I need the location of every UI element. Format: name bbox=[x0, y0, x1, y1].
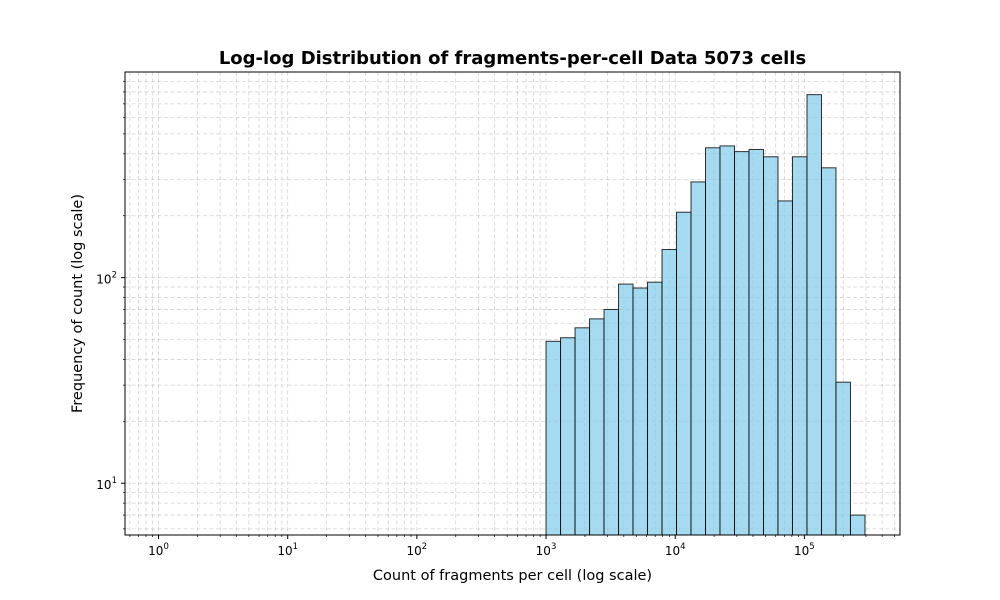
chart-title: Log-log Distribution of fragments-per-ce… bbox=[219, 48, 806, 69]
histogram-bar bbox=[647, 281, 663, 536]
x-tick-label: 102 bbox=[407, 542, 428, 558]
histogram-bar bbox=[676, 211, 692, 536]
histogram-bar bbox=[777, 200, 793, 536]
histogram-bar bbox=[849, 514, 866, 536]
histogram-bar bbox=[545, 340, 562, 536]
histogram-bar bbox=[603, 308, 620, 536]
histogram-bar bbox=[806, 94, 822, 536]
x-axis-label: Count of fragments per cell (log scale) bbox=[373, 568, 652, 584]
plot-frame bbox=[124, 71, 901, 536]
x-tick-label: 105 bbox=[794, 542, 815, 558]
x-tick-label: 103 bbox=[536, 542, 557, 558]
histogram-bar bbox=[734, 151, 750, 536]
histogram-bar bbox=[690, 181, 707, 536]
histogram-bar bbox=[661, 249, 678, 536]
histogram-bar bbox=[719, 145, 736, 536]
histogram-bar bbox=[618, 283, 634, 536]
histogram-bar bbox=[820, 167, 837, 536]
x-tick-label: 100 bbox=[148, 542, 169, 558]
x-tick-label: 104 bbox=[665, 542, 686, 558]
y-axis-label: Frequency of count (log scale) bbox=[70, 194, 86, 413]
histogram-bar bbox=[589, 318, 605, 536]
histogram-bar bbox=[748, 148, 764, 536]
histogram-bar bbox=[762, 156, 779, 536]
histogram-bar bbox=[705, 147, 721, 536]
y-tick-label: 102 bbox=[96, 271, 117, 287]
histogram-bar bbox=[791, 156, 808, 536]
x-tick-label: 101 bbox=[277, 542, 298, 558]
histogram-bar bbox=[835, 381, 851, 536]
histogram-bar bbox=[574, 327, 591, 536]
histogram-bar bbox=[632, 287, 649, 536]
histogram-bar bbox=[560, 337, 576, 536]
y-tick-label: 101 bbox=[96, 476, 117, 492]
ticks-layer: 100 101 102 103 104 105 101 102 bbox=[96, 81, 896, 558]
